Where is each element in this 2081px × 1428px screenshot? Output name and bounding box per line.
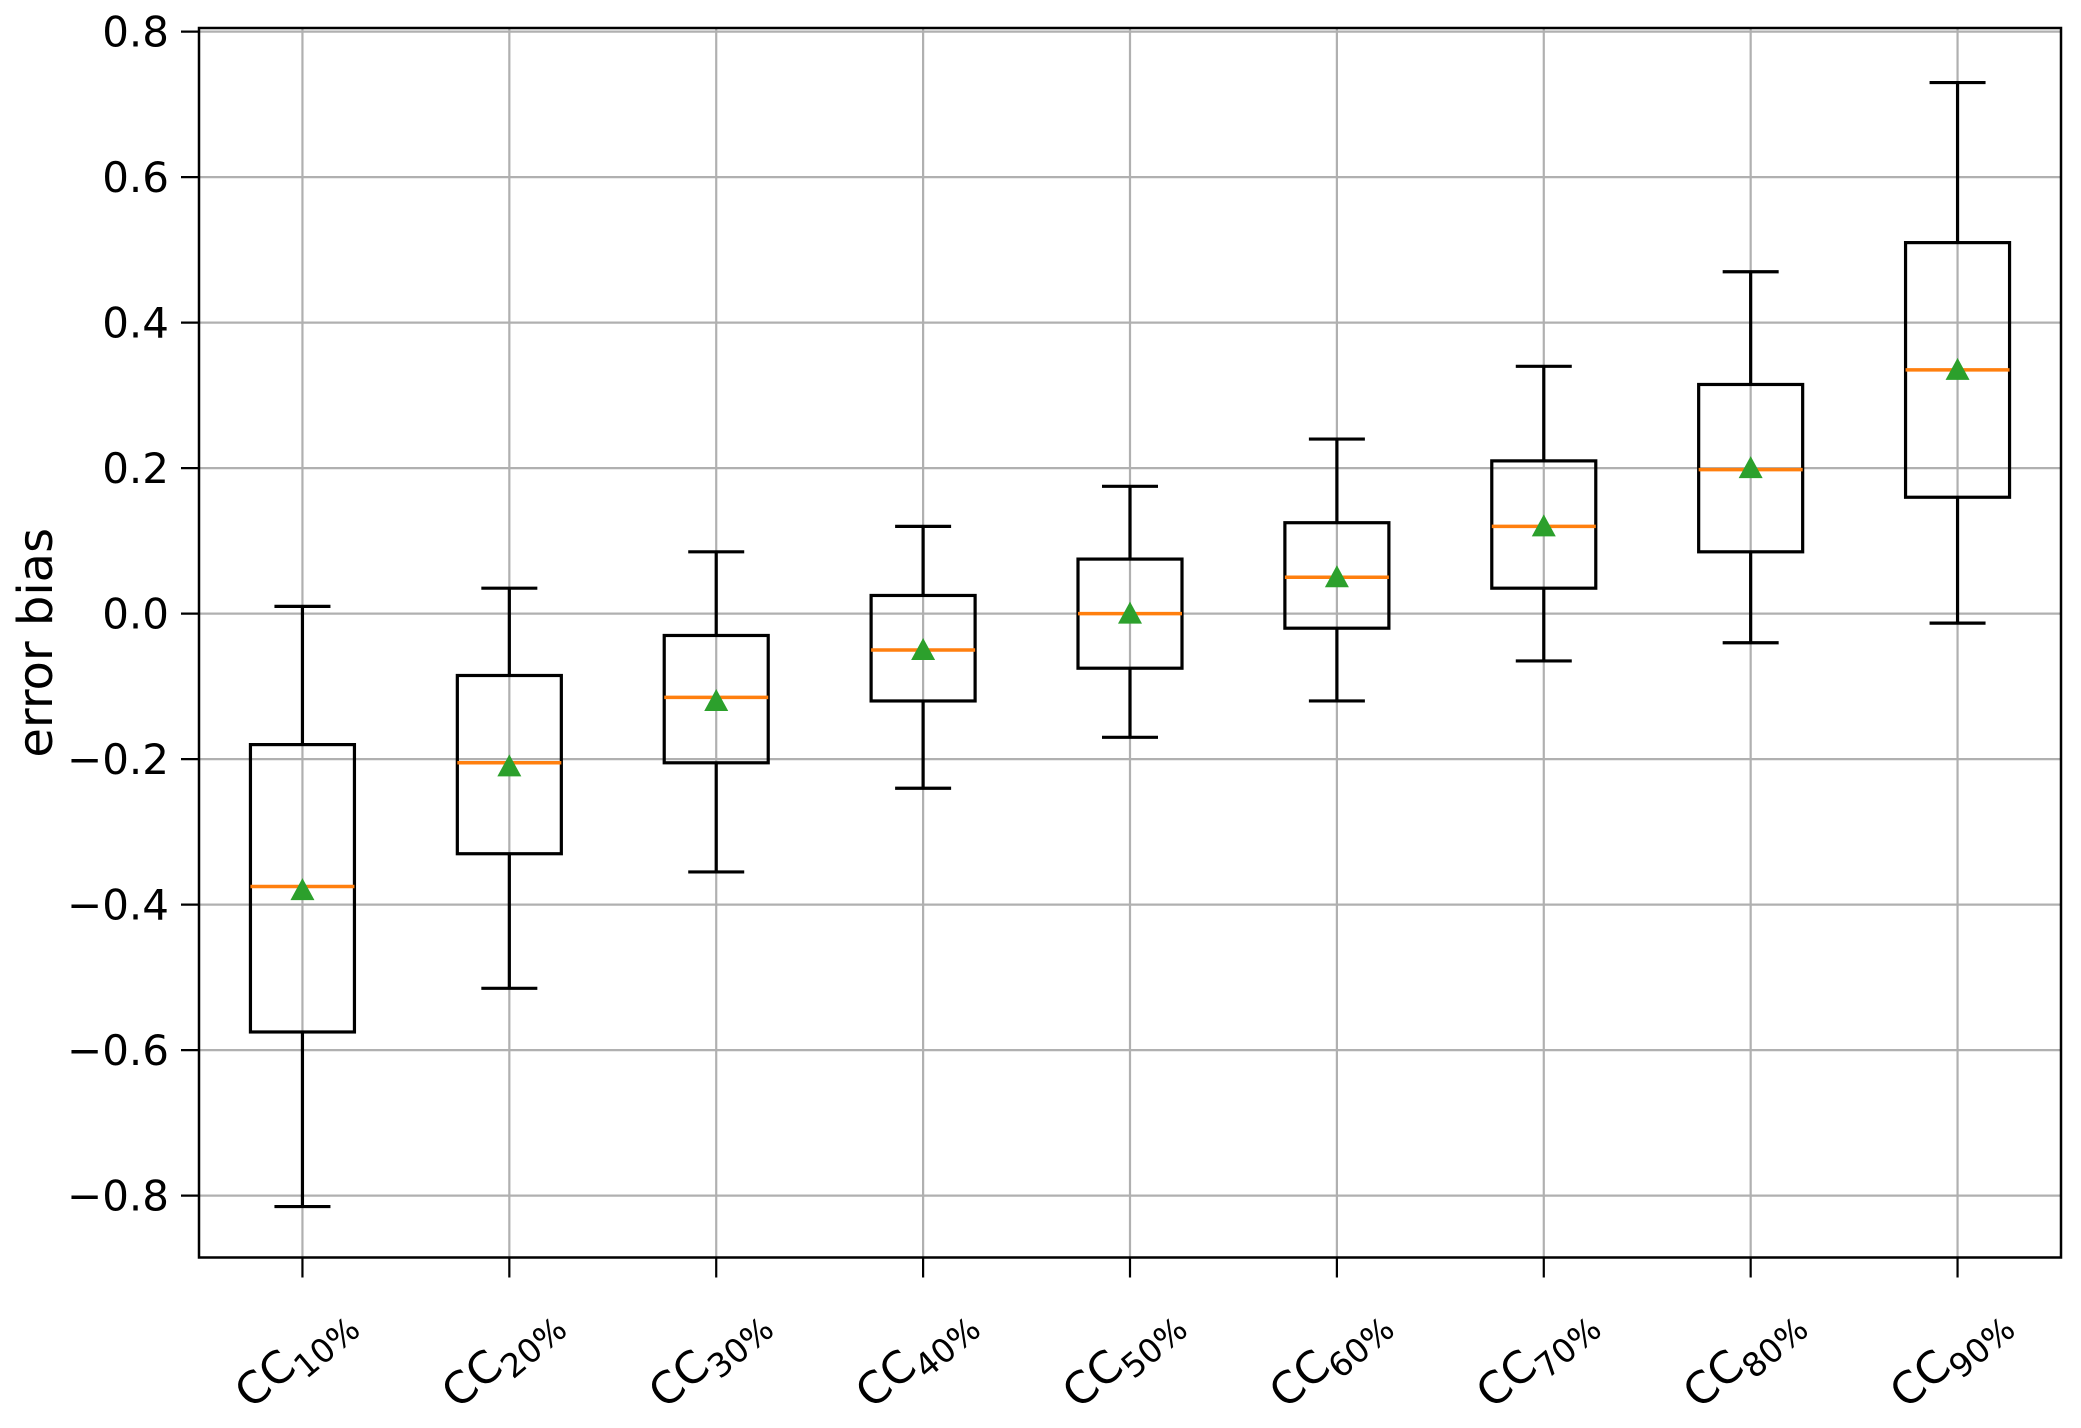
plot-frame	[197, 26, 2063, 1259]
y-tick-label: −0.6	[67, 1026, 169, 1075]
iqr-box	[869, 593, 977, 703]
y-tick-label: 0.0	[102, 589, 169, 638]
mean-marker-icon	[1118, 601, 1142, 624]
y-tick-label: −0.4	[67, 880, 169, 929]
y-tick-label: 0.4	[102, 298, 169, 347]
y-tick-label: −0.2	[67, 735, 169, 784]
x-tick-label: CC40%	[846, 1293, 988, 1424]
box-plot-CC10%	[248, 604, 357, 1209]
x-tick-label: CC90%	[1881, 1293, 2023, 1424]
box-layer	[248, 80, 2012, 1209]
mean-marker-icon	[290, 878, 315, 901]
x-tick-label: CC20%	[432, 1293, 574, 1424]
mean-marker-icon	[704, 688, 729, 711]
x-tick-label: CC70%	[1467, 1293, 1609, 1424]
x-tick-label: CC30%	[639, 1293, 781, 1424]
y-tick-label: 0.6	[102, 153, 169, 202]
box-plot-CC20%	[455, 586, 563, 990]
box-plot-CC70%	[1490, 364, 1598, 663]
x-tick-label: CC60%	[1260, 1293, 1402, 1424]
iqr-box	[1490, 459, 1598, 590]
iqr-box	[662, 633, 770, 765]
box-plot-CC30%	[662, 550, 770, 874]
mean-marker-icon	[497, 754, 522, 777]
box-plot-CC80%	[1697, 270, 1805, 645]
mean-marker-icon	[1738, 456, 1763, 479]
iqr-box	[455, 673, 563, 856]
x-tick-label: CC80%	[1674, 1293, 1816, 1424]
x-tick-label: CC10%	[225, 1293, 367, 1424]
y-tick-label: −0.8	[67, 1171, 169, 1220]
x-tick-label: CC50%	[1053, 1293, 1195, 1424]
y-tick-label: 0.2	[102, 444, 169, 493]
mean-marker-icon	[1324, 565, 1349, 588]
mean-marker-icon	[1531, 514, 1556, 537]
box-plot-CC50%	[1076, 484, 1184, 739]
box-plot-CC60%	[1283, 437, 1391, 703]
y-axis-label: error bias	[8, 528, 64, 758]
iqr-box	[248, 743, 357, 1034]
box-plot-CC90%	[1903, 80, 2012, 625]
grid-layer	[199, 28, 2061, 1258]
y-tick-label: 0.8	[102, 7, 169, 56]
box-plot-CC40%	[869, 524, 977, 790]
iqr-box	[1283, 521, 1391, 630]
mean-marker-icon	[1945, 357, 1970, 380]
mean-marker-icon	[911, 638, 936, 661]
tick-layer: 0.8 0.6 0.4 0.2 0.0 −0.2 −0.4 −0.6 −0.8 CC10% CC20…	[67, 7, 2023, 1424]
